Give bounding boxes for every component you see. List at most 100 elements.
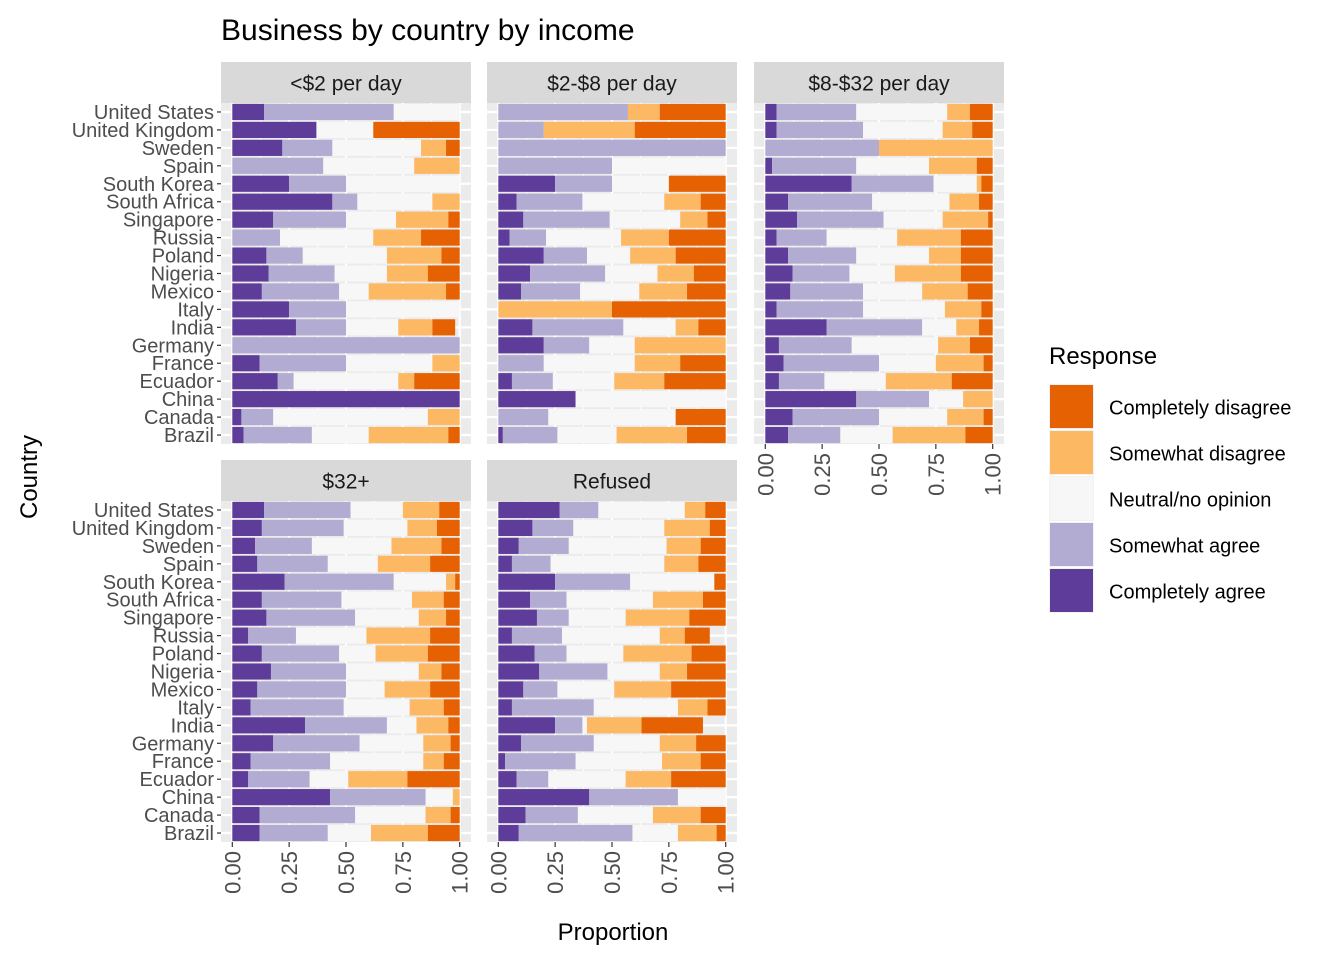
- x-tick-label: 0.75: [924, 453, 949, 496]
- bar-segment-italy-completely-agree: [765, 301, 777, 318]
- bar-segment-russia-somewhat-disagree: [897, 229, 961, 246]
- bar-segment-france-completely-agree: [232, 753, 251, 770]
- bar-segment-spain-somewhat-disagree: [414, 157, 460, 174]
- bar-segment-france-completely-agree: [765, 355, 784, 372]
- bar-segment-russia-completely-disagree: [430, 627, 460, 644]
- bar-segment-france-completely-disagree: [680, 355, 726, 372]
- y-tick-label: Sweden: [142, 536, 214, 558]
- bar-segment-france-somewhat-disagree: [662, 753, 701, 770]
- y-tick-label: Nigeria: [151, 264, 215, 286]
- bar-segment-mexico-somewhat-agree: [261, 283, 340, 300]
- y-tick-label: United Kingdom: [72, 120, 214, 142]
- bar-segment-mexico-completely-disagree: [671, 681, 726, 698]
- bar-segment-brazil-completely-disagree: [687, 426, 726, 444]
- bar-segment-india-somewhat-disagree: [956, 319, 980, 336]
- bar-segment-south-korea-completely-agree: [232, 175, 290, 192]
- bar-segment-south-africa-completely-disagree: [702, 591, 726, 608]
- bar-segment-italy-neutral-no-opinion: [593, 699, 678, 716]
- bar-segment-brazil-neutral-no-opinion: [840, 426, 893, 444]
- bar-segment-italy-somewhat-disagree: [409, 699, 444, 716]
- bar-segment-russia-completely-disagree: [421, 229, 460, 246]
- bar-segment-china-completely-agree: [232, 391, 460, 408]
- bar-segment-russia-completely-disagree: [668, 229, 726, 246]
- bar-segment-sweden-completely-agree: [498, 537, 519, 554]
- bar-segment-china-neutral-no-opinion: [575, 391, 726, 408]
- bar-segment-mexico-somewhat-disagree: [384, 681, 431, 698]
- bar-segment-singapore-somewhat-agree: [266, 609, 356, 626]
- bar-segment-spain-completely-agree: [765, 157, 773, 174]
- bar-segment-italy-somewhat-agree: [511, 699, 594, 716]
- bar-segment-south-africa-completely-disagree: [700, 193, 726, 210]
- bar-segment-ecuador-somewhat-disagree: [885, 373, 952, 390]
- bar-segment-china-neutral-no-opinion: [677, 789, 726, 806]
- bar-segment-china-completely-agree: [498, 391, 576, 408]
- bar-segment-russia-somewhat-disagree: [366, 627, 431, 644]
- bar-segment-south-korea-neutral-no-opinion: [393, 573, 447, 590]
- bar-segment-united-states-somewhat-agree: [264, 103, 394, 121]
- legend-swatch-somewhat-agree: [1050, 523, 1093, 566]
- bar-segment-poland-completely-disagree: [691, 645, 726, 662]
- bar-segment-germany-neutral-no-opinion: [851, 337, 939, 354]
- chart-title: Business by country by income: [221, 14, 635, 47]
- bar-segment-brazil-somewhat-agree: [518, 824, 633, 842]
- bar-segment-sweden-somewhat-disagree: [421, 139, 447, 156]
- x-tick-label: 0.25: [277, 851, 302, 894]
- x-axis-label: Proportion: [558, 919, 669, 946]
- bar-segment-brazil-completely-agree: [498, 824, 519, 842]
- bar-segment-poland-completely-disagree: [441, 247, 460, 264]
- bar-segment-brazil-somewhat-disagree: [892, 426, 966, 444]
- bar-segment-south-africa-completely-agree: [498, 193, 517, 210]
- x-tick-label: 1.00: [714, 851, 739, 894]
- bar-segment-south-korea-neutral-no-opinion: [346, 175, 460, 192]
- bar-segment-india-completely-agree: [498, 319, 533, 336]
- y-tick-label: Sweden: [142, 138, 214, 160]
- bar-segment-singapore-neutral-no-opinion: [346, 211, 397, 228]
- y-tick-label: South Africa: [106, 192, 215, 214]
- bar-segment-canada-somewhat-disagree: [427, 409, 460, 426]
- bar-segment-germany-completely-disagree: [969, 337, 993, 354]
- bar-segment-south-africa-somewhat-disagree: [432, 193, 460, 210]
- x-tick-label: 0.25: [810, 453, 835, 496]
- bar-segment-italy-completely-disagree: [443, 699, 460, 716]
- bar-segment-germany-somewhat-disagree: [659, 735, 697, 752]
- bar-segment-mexico-completely-disagree: [446, 283, 460, 300]
- y-tick-label: Poland: [152, 644, 214, 666]
- bar-segment-united-kingdom-neutral-no-opinion: [573, 519, 665, 536]
- x-tick-label: 0.75: [391, 851, 416, 894]
- bar-segment-canada-completely-disagree: [983, 409, 993, 426]
- bar-segment-south-africa-neutral-no-opinion: [341, 591, 412, 608]
- bar-segment-sweden-somewhat-disagree: [391, 537, 442, 554]
- bar-segment-ecuador-completely-agree: [498, 373, 512, 390]
- bar-segment-spain-completely-disagree: [976, 157, 993, 174]
- bar-segment-germany-somewhat-agree: [521, 735, 594, 752]
- bar-segment-united-states-somewhat-disagree: [402, 501, 440, 519]
- bar-segment-china-somewhat-agree: [589, 789, 678, 806]
- bar-segment-nigeria-neutral-no-opinion: [346, 663, 419, 680]
- bar-segment-poland-completely-agree: [232, 247, 267, 264]
- bar-segment-india-completely-disagree: [448, 717, 460, 734]
- bar-segment-canada-neutral-no-opinion: [879, 409, 948, 426]
- bar-segment-india-somewhat-agree: [532, 319, 624, 336]
- bar-segment-united-kingdom-neutral-no-opinion: [316, 121, 374, 138]
- bar-segment-united-states-somewhat-disagree: [627, 103, 660, 121]
- bar-segment-brazil-neutral-no-opinion: [327, 824, 372, 842]
- bar-segment-mexico-completely-agree: [232, 283, 262, 300]
- bar-segment-germany-somewhat-disagree: [423, 735, 451, 752]
- legend-label-completely-agree: Completely agree: [1109, 582, 1266, 604]
- bar-segment-canada-neutral-no-opinion: [273, 409, 428, 426]
- bar-segment-spain-somewhat-disagree: [664, 555, 699, 572]
- bar-segment-france-somewhat-agree: [505, 753, 576, 770]
- bar-segment-mexico-completely-agree: [498, 283, 522, 300]
- bar-segment-poland-completely-disagree: [960, 247, 993, 264]
- bar-segment-south-korea-completely-disagree: [714, 573, 726, 590]
- bar-segment-canada-somewhat-disagree: [425, 807, 451, 824]
- bar-segment-canada-completely-disagree: [675, 409, 726, 426]
- bar-segment-south-korea-completely-agree: [498, 175, 556, 192]
- bar-segment-canada-completely-agree: [232, 409, 242, 426]
- bar-segment-brazil-completely-agree: [232, 824, 260, 842]
- bar-segment-nigeria-neutral-no-opinion: [607, 663, 660, 680]
- bar-segment-nigeria-completely-agree: [232, 663, 271, 680]
- bar-segment-ecuador-neutral-no-opinion: [552, 373, 615, 390]
